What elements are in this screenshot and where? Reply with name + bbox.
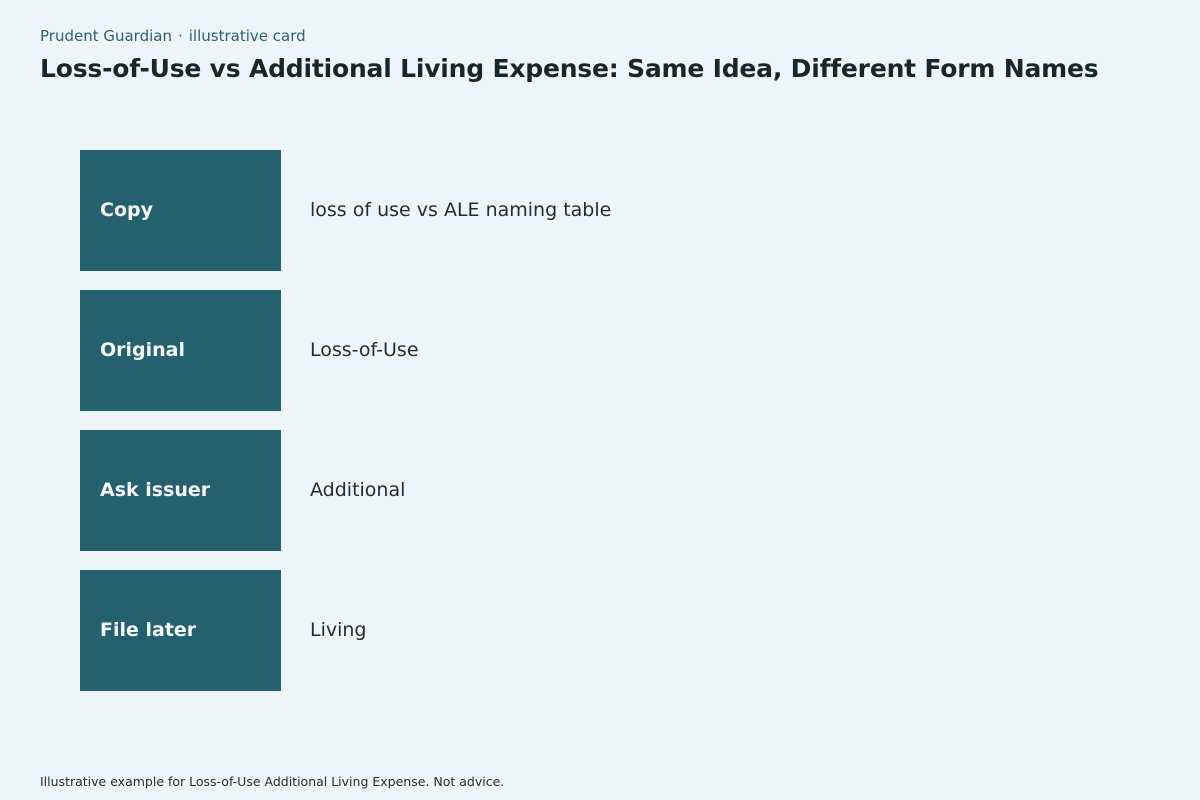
row-ask-issuer: Ask issuer Additional (80, 430, 780, 551)
row-label-box: Ask issuer (80, 430, 281, 551)
row-value: Additional (310, 479, 406, 501)
row-label: Original (100, 339, 186, 361)
row-value: loss of use vs ALE naming table (310, 199, 612, 221)
row-original: Original Loss-of-Use (80, 290, 780, 411)
brand-kicker: illustrative card (188, 27, 306, 45)
row-value: Loss-of-Use (310, 339, 419, 361)
page-title: Loss-of-Use vs Additional Living Expense… (40, 54, 1099, 83)
row-label-box: Original (80, 290, 281, 411)
row-label: Copy (100, 199, 153, 221)
row-label-box: Copy (80, 150, 281, 271)
footnote: Illustrative example for Loss-of-Use Add… (40, 774, 505, 789)
brand-line: Prudent Guardian · illustrative card (40, 27, 306, 45)
row-label: File later (100, 619, 197, 641)
brand-separator: · (177, 27, 183, 45)
brand-name: Prudent Guardian (40, 27, 172, 45)
row-label: Ask issuer (100, 479, 211, 501)
row-copy: Copy loss of use vs ALE naming table (80, 150, 780, 271)
row-file-later: File later Living (80, 570, 780, 691)
row-label-box: File later (80, 570, 281, 691)
row-value: Living (310, 619, 367, 641)
